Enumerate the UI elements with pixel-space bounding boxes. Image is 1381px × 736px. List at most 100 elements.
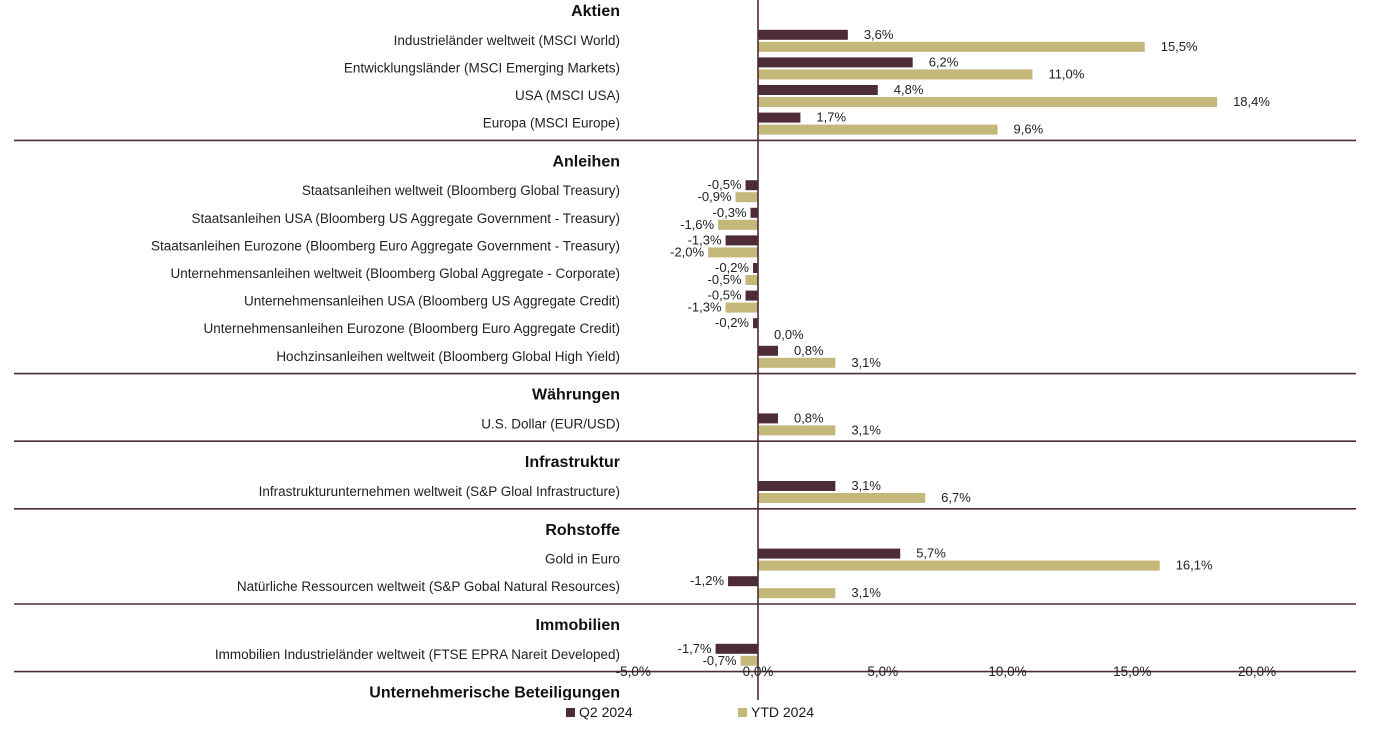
bar-q2 [758,548,901,559]
x-tick-label: 5,0% [867,664,898,679]
data-label-ytd: -0,5% [708,272,742,287]
bar-ytd [725,302,758,313]
bar-q2 [725,235,758,246]
data-label-ytd: 11,0% [1048,66,1084,81]
category-label: Entwicklungsländer (MSCI Emerging Market… [344,60,620,75]
bar-q2 [758,85,878,95]
bar-ytd [708,247,758,258]
legend-swatch-ytd [738,707,747,717]
data-label-q2: -0,5% [708,288,742,303]
bar-ytd [758,357,836,368]
data-label-ytd: 3,1% [851,585,881,600]
category-label: Staatsanleihen Eurozone (Bloomberg Euro … [151,238,620,253]
data-label-q2: 0,8% [794,410,824,425]
category-label: Infrastrukturunternehmen weltweit (S&P G… [259,484,620,499]
bar-ytd [740,655,758,666]
data-label-q2: -0,3% [713,205,747,220]
data-label-q2: 6,2% [929,54,959,69]
data-label-ytd: 15,5% [1161,39,1198,54]
bar-q2 [753,263,758,273]
group-title: Unternehmerische Beteiligungen [369,685,620,700]
bar-q2 [758,57,913,68]
category-label: USA (MSCI USA) [515,88,620,103]
data-label-q2: -0,2% [715,315,749,330]
bar-q2 [758,29,848,40]
legend-item-ytd: YTD 2024 [738,704,814,720]
legend-item-q2: Q2 2024 [566,704,633,720]
bar-q2 [728,576,758,587]
bar-ytd [758,41,1145,52]
bar-q2 [715,643,758,654]
data-label-q2: -1,3% [688,232,722,247]
x-tick-label: 0,0% [743,664,774,679]
bar-q2 [758,413,778,424]
group-title: Infrastruktur [525,454,620,471]
bar-ytd [758,425,836,436]
bar-ytd [758,97,1218,107]
category-label: Unternehmensanleihen Eurozone (Bloomberg… [204,321,621,336]
data-label-ytd: 6,7% [941,490,971,505]
category-label: Staatsanleihen USA (Bloomberg US Aggrega… [192,211,620,226]
bar-ytd [735,192,758,203]
data-label-ytd: -0,9% [698,189,732,204]
group-title: Aktien [571,3,620,20]
x-tick-label: 20,0% [1238,664,1276,679]
category-label: Hochzinsanleihen weltweit (Bloomberg Glo… [276,349,620,364]
category-label: Unternehmensanleihen USA (Bloomberg US A… [244,294,620,309]
category-label: Industrieländer weltweit (MSCI World) [394,33,620,48]
category-label: Unternehmensanleihen weltweit (Bloomberg… [171,266,621,281]
bar-q2 [758,481,836,491]
data-label-ytd: 3,1% [851,422,881,437]
bar-ytd [758,124,998,135]
data-label-q2: 1,7% [816,110,846,125]
data-label-ytd: -1,3% [688,300,722,315]
bar-ytd [758,69,1033,80]
data-label-ytd: 0,0% [774,327,804,342]
x-tick-label: -5,0% [616,664,651,679]
x-tick-label: 15,0% [1113,664,1151,679]
data-label-q2: 4,8% [894,82,924,97]
bar-ytd [758,493,926,503]
legend-label-ytd: YTD 2024 [751,704,815,720]
bar-q2 [758,112,801,123]
data-label-ytd: -0,7% [703,653,737,668]
category-label: Natürliche Ressourcen weltweit (S&P Goba… [237,579,620,594]
bar-q2 [745,290,758,301]
data-label-q2: -0,5% [708,177,742,192]
data-label-q2: -0,2% [715,260,749,275]
bar-q2 [753,318,758,329]
category-label: Staatsanleihen weltweit (Bloomberg Globa… [302,183,620,198]
bar-ytd [758,560,1160,571]
data-label-ytd: -1,6% [680,217,714,232]
group-title: Währungen [532,387,620,404]
data-label-ytd: 16,1% [1176,558,1213,573]
bar-q2 [745,180,758,191]
data-label-q2: 3,1% [851,478,881,493]
bar-ytd [758,588,836,599]
bar-q2 [758,345,778,356]
data-label-ytd: 18,4% [1233,94,1270,109]
chart-svg: Aktien Industrieländer weltweit (MSCI Wor… [14,0,1356,700]
group-title: Anleihen [552,153,620,170]
group-title: Immobilien [536,617,620,634]
legend: Q2 2024 YTD 2024 [0,704,1381,726]
legend-swatch-q2 [566,707,575,717]
data-label-q2: 5,7% [916,546,946,561]
bar-q2 [750,207,758,218]
category-label: Immobilien Industrieländer weltweit (FTS… [215,647,620,662]
x-tick-label: 10,0% [988,664,1026,679]
data-label-q2: -1,7% [678,641,712,656]
data-label-q2: 0,8% [794,343,824,358]
bar-ytd [745,275,758,285]
data-label-q2: 3,6% [864,27,894,42]
legend-label-q2: Q2 2024 [579,704,633,720]
category-label: U.S. Dollar (EUR/USD) [481,416,620,431]
category-label: Europa (MSCI Europe) [483,116,620,131]
category-label: Gold in Euro [545,552,620,567]
data-label-q2: -1,2% [690,573,724,588]
data-label-ytd: 3,1% [851,355,881,370]
data-label-ytd: 9,6% [1014,122,1044,137]
data-label-ytd: -2,0% [670,244,704,259]
group-title: Rohstoffe [545,522,620,539]
bar-ytd [718,219,758,230]
